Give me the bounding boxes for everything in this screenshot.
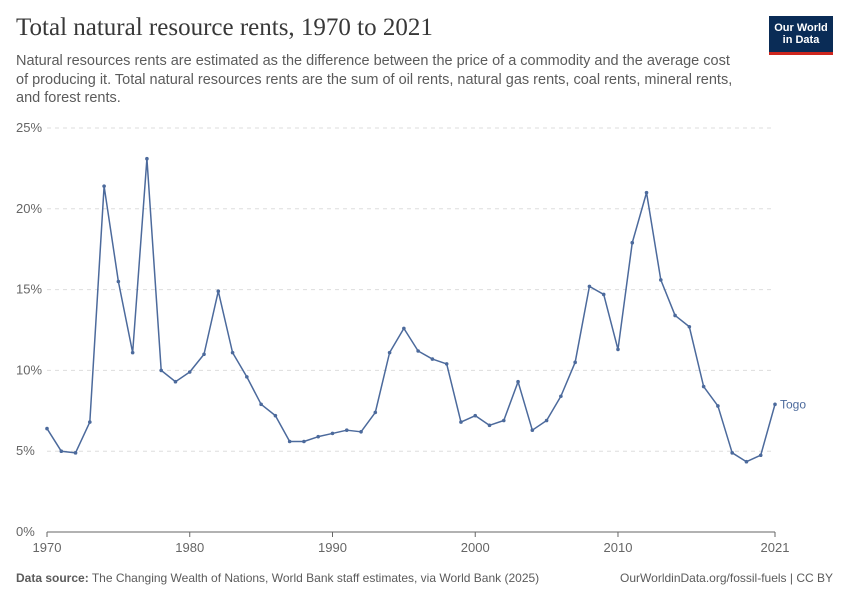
data-point: [344, 428, 349, 432]
x-tick-label: 2010: [604, 540, 633, 555]
data-point: [616, 347, 620, 352]
data-point: [673, 313, 677, 318]
data-point: [430, 357, 435, 361]
data-point: [173, 379, 178, 384]
data-point: [687, 324, 692, 329]
data-point: [501, 418, 506, 423]
data-point: [187, 370, 192, 374]
logo-line-2: in Data: [782, 34, 820, 46]
data-point: [45, 426, 49, 431]
footer-link[interactable]: OurWorldinData.org/fossil-fuels | CC BY: [620, 571, 833, 585]
owid-logo[interactable]: Our World in Data: [769, 16, 833, 55]
data-point: [473, 413, 478, 418]
data-point: [116, 279, 121, 284]
data-source-text[interactable]: The Changing Wealth of Nations, World Ba…: [91, 571, 540, 585]
data-point: [487, 423, 492, 428]
chart-title: Total natural resource rents, 1970 to 20…: [16, 14, 433, 41]
data-point: [587, 284, 592, 289]
logo-line-1: Our World: [774, 22, 828, 34]
chart-subtitle: Natural resources rents are estimated as…: [16, 53, 733, 106]
data-point: [730, 451, 734, 455]
data-point: [644, 190, 649, 195]
data-point: [387, 350, 392, 355]
data-point: [402, 326, 406, 331]
x-tick-label: 1970: [33, 540, 62, 555]
data-point: [330, 431, 335, 436]
data-point: [716, 404, 720, 408]
data-point: [758, 453, 763, 458]
data-point: [130, 350, 135, 355]
y-tick-label: 20%: [16, 201, 42, 216]
data-point: [459, 420, 463, 424]
data-point: [630, 240, 635, 245]
data-point: [302, 439, 306, 444]
data-source-label: Data source:: [16, 571, 89, 585]
y-tick-label: 15%: [16, 282, 42, 297]
data-point: [88, 420, 92, 424]
data-point: [316, 434, 321, 439]
data-point: [659, 278, 663, 282]
data-point: [516, 379, 520, 384]
data-point: [773, 402, 777, 407]
y-tick-label: 5%: [16, 443, 35, 458]
data-point: [245, 375, 249, 379]
x-tick-label: 1980: [175, 540, 204, 555]
data-point: [601, 292, 606, 297]
x-tick-label: 1990: [318, 540, 347, 555]
data-point: [744, 459, 749, 464]
series-label: Togo: [780, 397, 806, 411]
data-point: [230, 350, 235, 355]
data-point: [373, 410, 378, 415]
data-point: [216, 289, 221, 294]
x-tick-label: 2021: [761, 540, 790, 555]
data-point: [59, 449, 64, 454]
data-point: [145, 156, 149, 161]
data-point: [287, 439, 292, 444]
y-tick-label: 0%: [16, 524, 35, 539]
y-tick-label: 10%: [16, 362, 42, 377]
data-point: [359, 430, 363, 434]
data-point: [416, 349, 420, 353]
data-point: [544, 418, 549, 423]
data-source: Data source: The Changing Wealth of Nati…: [16, 571, 539, 585]
data-point: [559, 394, 563, 399]
data-point: [202, 352, 206, 357]
data-point: [259, 402, 263, 407]
data-point: [530, 428, 535, 432]
data-point: [73, 451, 78, 455]
data-point: [444, 362, 449, 366]
data-point: [102, 184, 106, 188]
series-line-togo: [46, 157, 776, 463]
data-point: [273, 413, 278, 418]
data-point: [159, 368, 163, 373]
x-tick-label: 2000: [461, 540, 490, 555]
data-point: [573, 360, 577, 365]
data-point: [701, 384, 706, 389]
y-tick-label: 25%: [16, 120, 42, 135]
